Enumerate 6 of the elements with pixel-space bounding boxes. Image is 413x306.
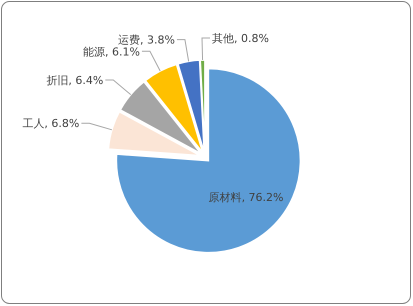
- slice-label: 其他, 0.8%: [212, 32, 269, 46]
- slice-label: 折旧, 6.4%: [46, 74, 104, 88]
- slice-label: 原材料, 76.2%: [208, 191, 284, 204]
- slice-label: 工人, 6.8%: [22, 117, 80, 130]
- slice-label: 运费, 3.8%: [118, 34, 175, 47]
- slice-label: 能源, 6.1%: [82, 45, 140, 58]
